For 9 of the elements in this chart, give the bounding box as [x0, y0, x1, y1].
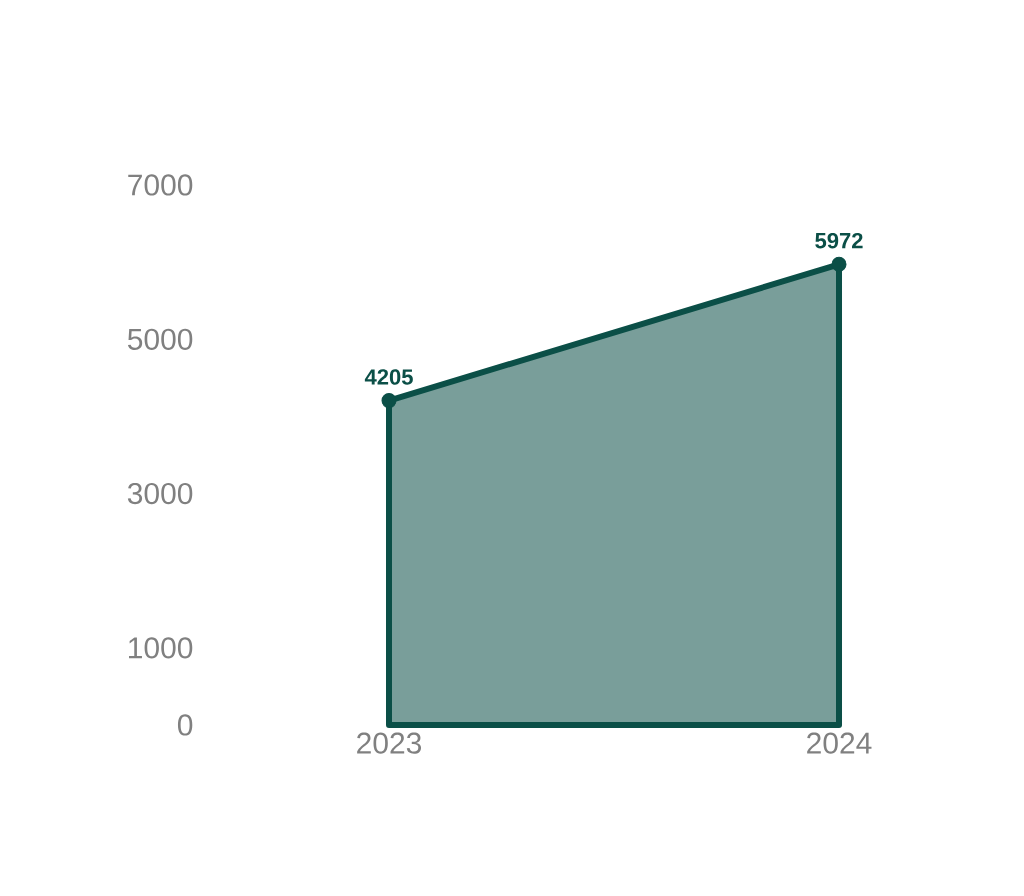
- data-label: 4205: [364, 369, 413, 385]
- data-label: 5972: [815, 232, 863, 249]
- x-tick-label: 2023: [357, 732, 422, 754]
- x-tick-label: 2024: [807, 732, 872, 754]
- y-tick-label: 5000: [127, 328, 193, 350]
- y-tick-label: 1000: [129, 637, 193, 659]
- y-tick-label: 7000: [128, 174, 193, 196]
- y-tick-label: 3000: [127, 482, 193, 505]
- y-tick-label: 0: [177, 714, 193, 736]
